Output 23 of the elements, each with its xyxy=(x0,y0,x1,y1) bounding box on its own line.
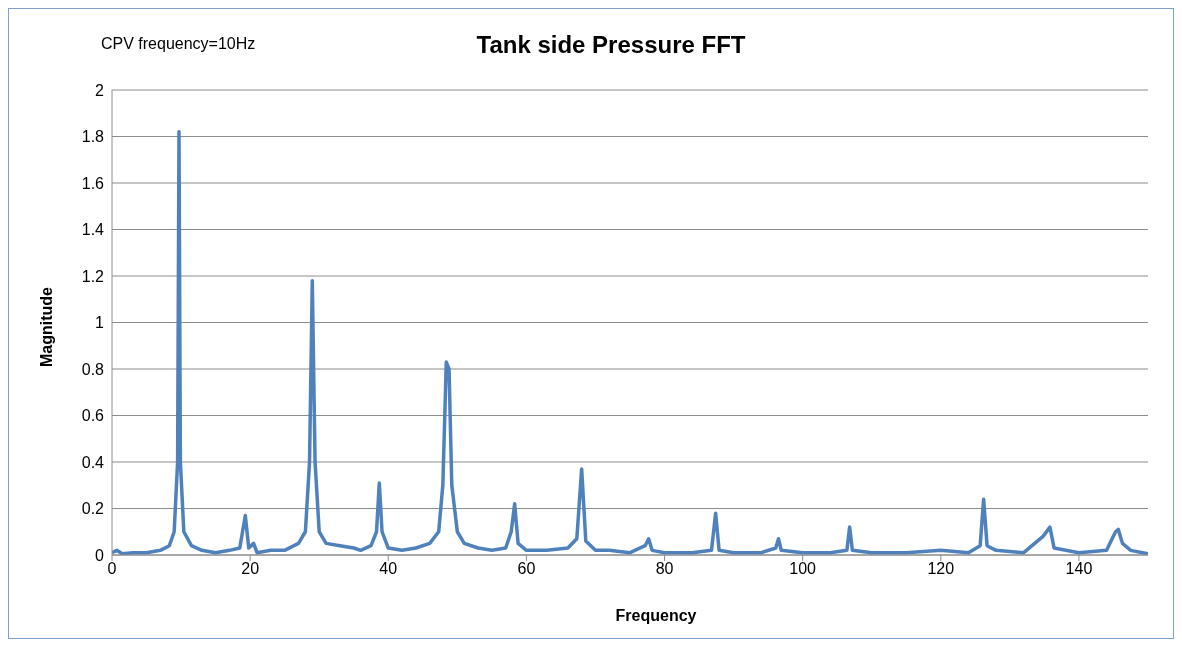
y-tick-label: 1.6 xyxy=(81,174,105,192)
x-tick-label: 80 xyxy=(655,560,674,578)
y-tick-label: 0.6 xyxy=(81,407,105,425)
y-tick-label: 1 xyxy=(95,314,105,332)
y-tick-label: 1.4 xyxy=(81,221,105,239)
x-tick-label: 20 xyxy=(241,560,260,578)
x-axis-title: Frequency xyxy=(614,607,698,625)
x-tick-label: 40 xyxy=(379,560,398,578)
x-tick-label: 120 xyxy=(927,560,955,578)
chart-title: Tank side Pressure FFT xyxy=(476,31,746,58)
text: CPV frequency=10Hz xyxy=(101,35,256,53)
x-tick-label: 140 xyxy=(1065,560,1093,578)
y-tick-label: 2 xyxy=(95,81,105,99)
y-tick-label: 0.8 xyxy=(81,360,105,378)
y-tick-label: 1.8 xyxy=(81,128,105,146)
y-tick-label: 0 xyxy=(95,546,105,564)
x-tick-label: 0 xyxy=(107,560,117,578)
y-tick-label: 1.2 xyxy=(81,267,105,285)
x-tick-label: 100 xyxy=(789,560,817,578)
y-tick-label: 0.2 xyxy=(81,500,105,518)
y-tick-label: 0.4 xyxy=(81,453,105,471)
x-tick-label: 60 xyxy=(517,560,536,578)
y-axis-title: Magnitude xyxy=(38,287,56,367)
